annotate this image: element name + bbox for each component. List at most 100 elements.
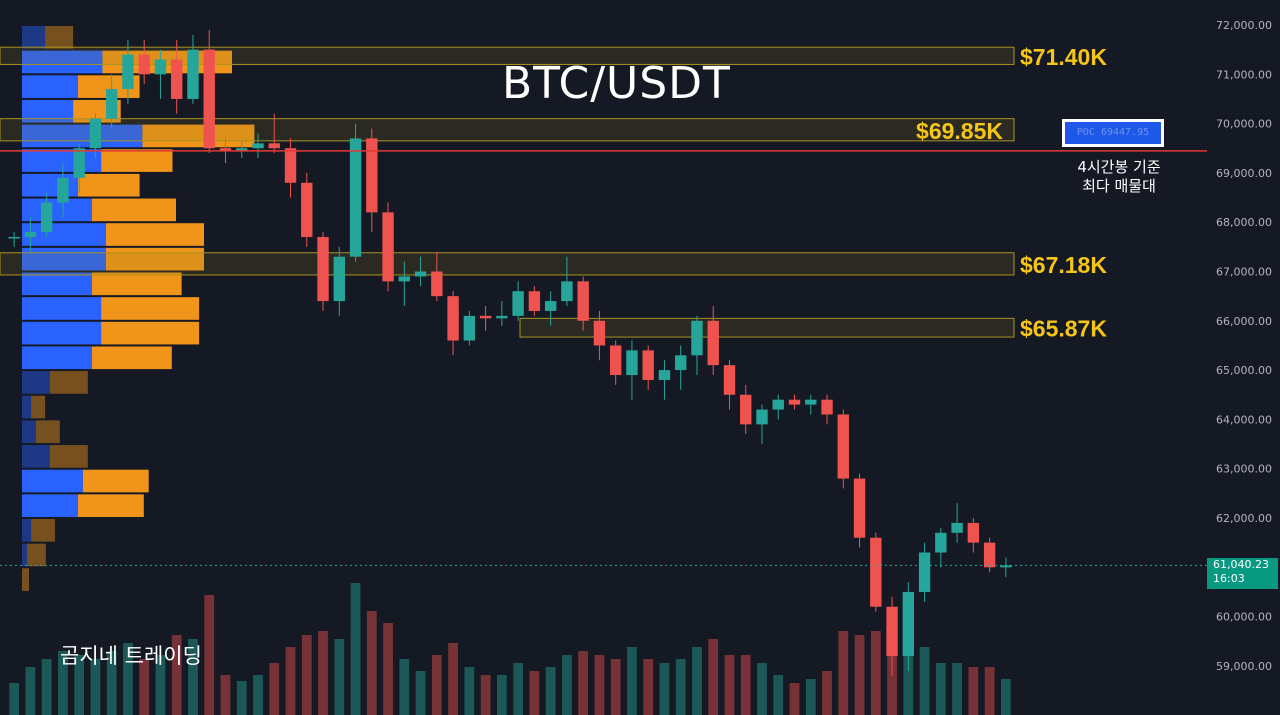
volume-bar [838,631,849,715]
vp-buy-bar [22,247,107,271]
price-tick-label: 72,000.00 [1216,19,1272,32]
volume-bar [513,663,524,715]
price-tick-label: 60,000.00 [1216,611,1272,624]
candle-body [73,148,85,178]
vp-sell-bar [92,346,172,370]
vp-sell-bar [102,50,233,74]
candle-body [902,591,915,657]
vp-buy-bar [22,543,27,567]
volume-bar [480,675,491,715]
volume-bar [139,659,150,715]
vp-sell-bar [26,543,46,567]
volume-bar [1000,679,1011,715]
candle-body [756,409,768,425]
candles [8,29,1012,676]
price-lines [0,150,1207,566]
price-tick-label: 66,000.00 [1216,315,1272,328]
candle-body [853,478,866,538]
candle-body [349,138,362,257]
volume-bar [529,671,540,715]
vp-buy-bar [22,198,93,222]
price-tick-label: 63,000.00 [1216,463,1272,476]
vp-buy-bar [22,297,102,320]
candle-body [24,232,37,237]
volume-profile [22,26,255,591]
candle-body [398,276,411,282]
vp-sell-bar [101,297,200,320]
volume-bar [285,647,296,715]
candle-body [528,291,541,311]
candle-body [544,301,557,311]
vp-buy-bar [22,26,46,49]
volume-bar [805,679,816,715]
volume-bar [431,655,442,715]
resistance-zone [519,317,1015,338]
candle-body [219,148,232,151]
vp-sell-bar [22,568,30,591]
volume-bar [269,663,280,715]
price-tick-label: 71,000.00 [1216,68,1272,81]
vp-buy-bar [22,272,93,296]
vp-sell-bar [142,124,255,148]
candle-body [561,281,573,302]
current-price-value: 61,040.23 [1213,558,1269,571]
candle-body [463,315,476,341]
volume-bar [9,683,20,715]
candle-body [496,315,508,319]
price-tick-label: 69,000.00 [1216,167,1272,180]
candle-body [252,143,264,149]
poc-label-box: POC 69447.95 [1062,119,1164,147]
vp-buy-bar [22,494,79,517]
candle-body [105,89,118,119]
candle-body [414,271,427,277]
candle-body [658,370,671,380]
candle-body [1000,565,1012,568]
vp-sell-bar [92,272,182,296]
candle-body [203,49,215,149]
vp-buy-bar [22,519,32,542]
vp-sell-bar [31,395,46,419]
volume-bar [545,667,556,715]
chart-title: BTC/USDT [502,58,731,109]
volume-bar [253,675,263,715]
volume-bar [496,675,507,715]
volume-bar [578,651,589,715]
vp-buy-bar [22,173,79,197]
watermark-text: 곰지네 트레이딩 [60,644,202,668]
candle-body [512,291,524,316]
vp-sell-bar [101,149,173,172]
vp-sell-bar [78,173,140,197]
volume-bar [562,655,572,715]
candle-body [301,182,313,237]
volume-bar [610,659,621,715]
volume-bar [594,655,605,715]
price-tick-label: 68,000.00 [1216,216,1272,229]
vp-sell-bar [50,445,88,468]
volume-bar [789,683,800,715]
volume-bar [643,659,654,715]
price-tick-label: 67,000.00 [1216,266,1272,279]
price-tick-label: 62,000.00 [1216,512,1272,525]
candle-body [317,236,329,302]
volume-bar [74,655,85,715]
volume-bar [90,659,101,715]
candle-body [788,399,801,405]
candle-body [577,281,589,321]
candle-body [447,296,459,341]
candle-body [805,399,817,405]
poc-label: POC 69447.95 [1076,127,1150,138]
candle-body [951,522,963,533]
volume-bar [350,583,361,715]
candle-body [740,394,752,425]
poc-note-line1: 4시간봉 기준 [1077,158,1161,176]
resistance-zones: $71.40K $69.85K $67.18K $65.87K [0,44,1107,342]
vp-sell-bar [36,420,60,444]
price-tick-label: 59,000.00 [1216,660,1272,673]
current-price-tag: 61,040.23 16:03 [1207,558,1278,589]
volume-bar [675,659,686,715]
vp-sell-bar [82,469,149,493]
volume-bar [984,667,995,715]
volume-bar [41,659,52,715]
vp-buy-bar [22,420,37,444]
